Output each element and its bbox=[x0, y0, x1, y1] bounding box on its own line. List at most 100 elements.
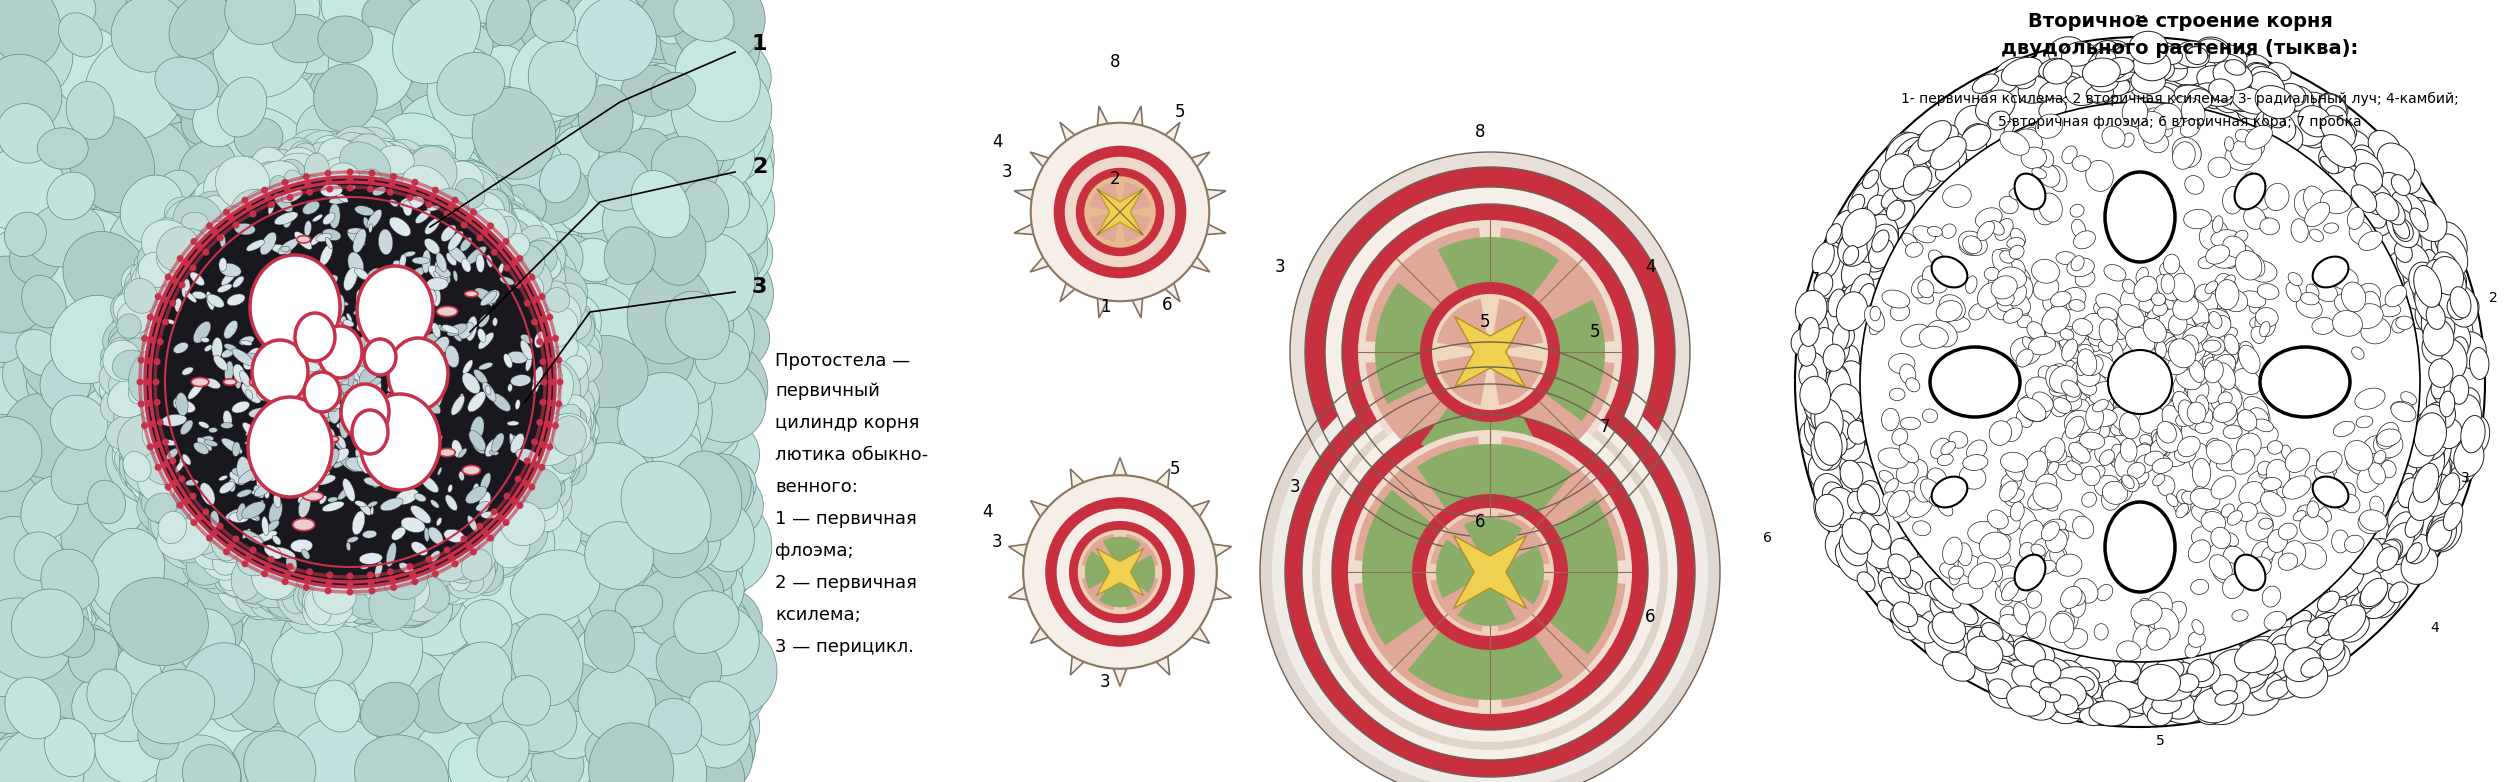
Ellipse shape bbox=[144, 300, 186, 339]
Ellipse shape bbox=[176, 479, 222, 533]
Ellipse shape bbox=[224, 0, 295, 45]
Ellipse shape bbox=[71, 299, 116, 343]
Circle shape bbox=[549, 378, 554, 386]
Ellipse shape bbox=[486, 507, 509, 532]
Ellipse shape bbox=[2066, 77, 2102, 106]
Ellipse shape bbox=[108, 347, 141, 385]
Ellipse shape bbox=[428, 609, 512, 691]
Ellipse shape bbox=[466, 500, 517, 551]
Ellipse shape bbox=[522, 280, 549, 308]
Ellipse shape bbox=[149, 475, 192, 517]
Ellipse shape bbox=[519, 434, 557, 478]
Ellipse shape bbox=[509, 246, 544, 281]
Ellipse shape bbox=[338, 389, 355, 396]
Ellipse shape bbox=[139, 419, 179, 453]
Ellipse shape bbox=[292, 168, 328, 199]
Ellipse shape bbox=[406, 148, 436, 185]
Ellipse shape bbox=[537, 394, 562, 421]
Ellipse shape bbox=[547, 7, 605, 70]
Ellipse shape bbox=[340, 384, 388, 440]
Ellipse shape bbox=[416, 76, 476, 135]
Circle shape bbox=[305, 188, 312, 196]
Ellipse shape bbox=[436, 518, 441, 526]
Ellipse shape bbox=[0, 432, 55, 483]
Ellipse shape bbox=[2187, 402, 2205, 424]
Ellipse shape bbox=[242, 185, 292, 221]
Ellipse shape bbox=[464, 500, 509, 544]
Ellipse shape bbox=[149, 279, 171, 307]
Ellipse shape bbox=[252, 553, 297, 600]
Ellipse shape bbox=[214, 18, 265, 82]
Ellipse shape bbox=[1860, 513, 1880, 542]
Ellipse shape bbox=[1807, 395, 1837, 431]
Ellipse shape bbox=[86, 584, 144, 636]
Ellipse shape bbox=[542, 299, 592, 342]
Ellipse shape bbox=[15, 424, 81, 494]
Ellipse shape bbox=[2381, 461, 2397, 478]
Ellipse shape bbox=[310, 593, 345, 638]
Ellipse shape bbox=[514, 350, 559, 392]
Ellipse shape bbox=[186, 499, 214, 524]
Ellipse shape bbox=[181, 517, 217, 554]
Ellipse shape bbox=[0, 260, 40, 309]
Ellipse shape bbox=[2361, 317, 2391, 344]
Ellipse shape bbox=[184, 73, 234, 117]
Ellipse shape bbox=[570, 632, 630, 692]
Ellipse shape bbox=[272, 541, 305, 584]
Ellipse shape bbox=[129, 2, 171, 40]
Ellipse shape bbox=[481, 199, 532, 247]
Ellipse shape bbox=[2404, 447, 2439, 489]
Ellipse shape bbox=[537, 335, 577, 373]
Ellipse shape bbox=[368, 396, 375, 404]
Ellipse shape bbox=[2389, 582, 2409, 603]
Ellipse shape bbox=[222, 733, 302, 782]
Ellipse shape bbox=[438, 548, 464, 579]
Ellipse shape bbox=[1847, 421, 1867, 444]
Ellipse shape bbox=[270, 155, 295, 180]
Ellipse shape bbox=[320, 132, 365, 174]
Ellipse shape bbox=[640, 0, 690, 37]
Ellipse shape bbox=[0, 745, 35, 782]
Ellipse shape bbox=[333, 374, 340, 381]
Ellipse shape bbox=[134, 370, 176, 413]
Ellipse shape bbox=[96, 483, 161, 561]
Ellipse shape bbox=[544, 333, 580, 363]
Circle shape bbox=[368, 170, 375, 177]
Ellipse shape bbox=[2008, 291, 2031, 314]
Ellipse shape bbox=[1895, 462, 1918, 483]
Ellipse shape bbox=[0, 339, 48, 398]
Ellipse shape bbox=[277, 543, 318, 576]
Ellipse shape bbox=[529, 385, 564, 414]
Ellipse shape bbox=[0, 299, 38, 351]
Ellipse shape bbox=[408, 461, 418, 465]
Ellipse shape bbox=[378, 571, 413, 607]
Ellipse shape bbox=[20, 726, 106, 782]
Ellipse shape bbox=[537, 360, 572, 386]
Ellipse shape bbox=[504, 284, 544, 317]
Ellipse shape bbox=[418, 161, 461, 212]
Ellipse shape bbox=[255, 576, 290, 612]
Ellipse shape bbox=[171, 609, 227, 673]
Ellipse shape bbox=[496, 0, 562, 48]
Circle shape bbox=[207, 535, 214, 542]
Ellipse shape bbox=[509, 549, 587, 624]
Ellipse shape bbox=[345, 583, 386, 628]
Ellipse shape bbox=[522, 387, 572, 431]
Ellipse shape bbox=[118, 440, 164, 487]
Ellipse shape bbox=[197, 546, 252, 595]
Ellipse shape bbox=[2233, 244, 2255, 260]
Ellipse shape bbox=[368, 166, 411, 203]
Ellipse shape bbox=[237, 47, 300, 119]
Ellipse shape bbox=[118, 440, 149, 475]
Ellipse shape bbox=[78, 104, 146, 191]
Ellipse shape bbox=[181, 526, 222, 575]
Ellipse shape bbox=[426, 522, 469, 568]
Ellipse shape bbox=[378, 554, 421, 595]
Ellipse shape bbox=[592, 617, 696, 701]
Ellipse shape bbox=[469, 202, 522, 255]
Ellipse shape bbox=[496, 133, 562, 191]
Ellipse shape bbox=[144, 422, 184, 465]
Ellipse shape bbox=[199, 676, 270, 749]
Ellipse shape bbox=[318, 160, 370, 213]
Ellipse shape bbox=[312, 563, 381, 633]
